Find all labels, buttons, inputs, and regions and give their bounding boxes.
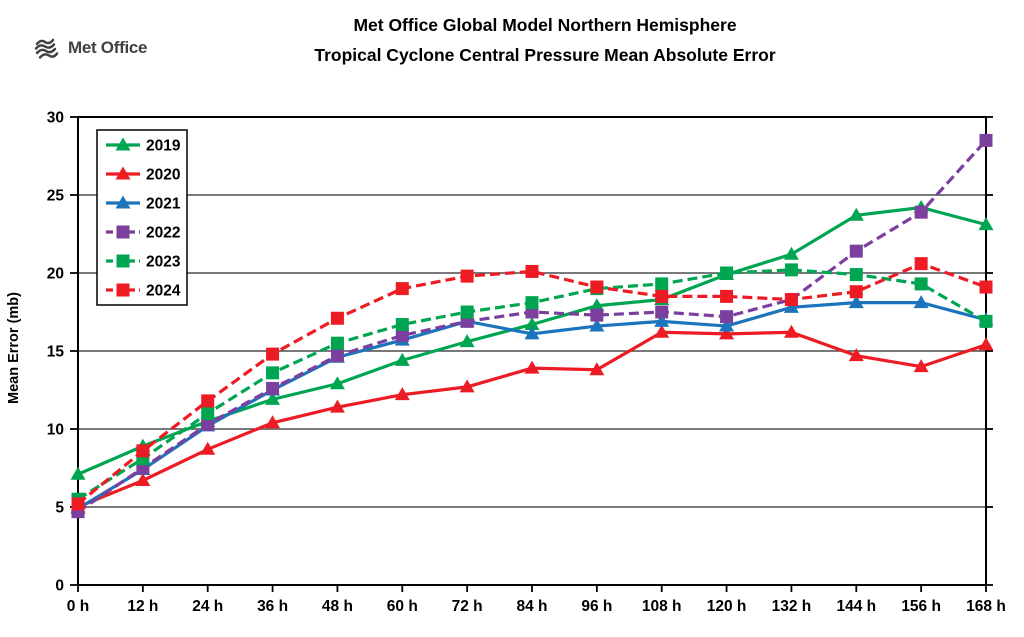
svg-text:48 h: 48 h <box>322 598 353 615</box>
svg-text:12 h: 12 h <box>127 598 158 615</box>
svg-text:20: 20 <box>47 266 64 283</box>
svg-text:25: 25 <box>47 188 65 205</box>
legend-entry-2019: 2019 <box>106 137 181 155</box>
svg-text:168 h: 168 h <box>966 598 1006 615</box>
svg-text:132 h: 132 h <box>772 598 812 615</box>
svg-text:2022: 2022 <box>146 225 180 242</box>
svg-text:2021: 2021 <box>146 196 181 213</box>
svg-text:30: 30 <box>47 110 64 127</box>
legend-entry-2024: 2024 <box>106 283 181 300</box>
x-axis-labels: 0 h 12 h 24 h 36 h 48 h 60 h 72 h 84 h 96 h 108 h… <box>67 598 1006 615</box>
svg-text:60 h: 60 h <box>387 598 418 615</box>
svg-text:2019: 2019 <box>146 138 181 155</box>
legend-entry-2022: 2022 <box>106 225 180 242</box>
chart-title-line2: Tropical Cyclone Central Pressure Mean A… <box>314 45 776 65</box>
svg-text:156 h: 156 h <box>901 598 941 615</box>
chart-title-line1: Met Office Global Model Northern Hemisph… <box>353 15 737 35</box>
svg-text:2023: 2023 <box>146 254 181 271</box>
plot-frame <box>77 116 987 586</box>
met-office-logo: Met Office <box>33 36 147 60</box>
svg-text:0: 0 <box>55 578 64 595</box>
legend-entry-2023: 2023 <box>106 254 181 271</box>
chart-title: Met Office Global Model Northern Hemisph… <box>66 10 1024 70</box>
series-2019 <box>70 199 994 480</box>
svg-text:0 h: 0 h <box>67 598 89 615</box>
y-gridlines <box>78 194 986 508</box>
svg-text:24 h: 24 h <box>192 598 223 615</box>
svg-text:120 h: 120 h <box>707 598 747 615</box>
svg-text:72 h: 72 h <box>452 598 483 615</box>
svg-text:108 h: 108 h <box>642 598 682 615</box>
series-2024 <box>71 257 993 511</box>
svg-text:36 h: 36 h <box>257 598 288 615</box>
logo-text: Met Office <box>68 38 148 57</box>
met-office-waves-icon <box>34 38 59 59</box>
svg-text:84 h: 84 h <box>516 598 547 615</box>
axis-ticks <box>70 116 993 592</box>
svg-text:2024: 2024 <box>146 283 181 300</box>
svg-text:10: 10 <box>47 422 64 439</box>
legend-entry-2020: 2020 <box>106 166 180 184</box>
legend: 2019 2020 2021 2022 2023 2024 <box>96 129 188 306</box>
svg-text:96 h: 96 h <box>581 598 612 615</box>
legend-entry-2021: 2021 <box>106 195 181 213</box>
svg-text:2020: 2020 <box>146 167 180 184</box>
svg-text:15: 15 <box>47 344 65 361</box>
y-axis-labels: 0 5 10 15 20 25 30 <box>47 110 65 595</box>
svg-text:5: 5 <box>55 500 64 517</box>
svg-text:144 h: 144 h <box>836 598 876 615</box>
